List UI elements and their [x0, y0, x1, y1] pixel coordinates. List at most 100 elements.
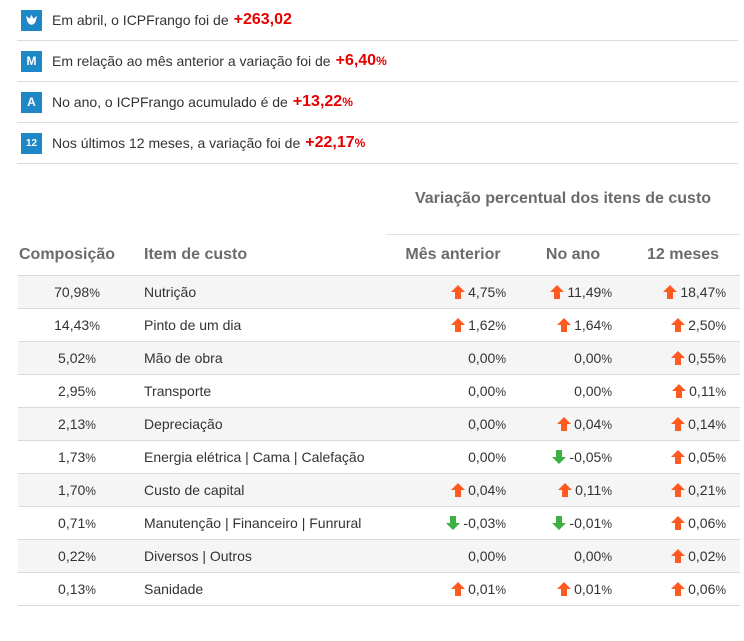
item-cell: Custo de capital — [136, 473, 386, 507]
composition-cell: 0,13% — [18, 572, 136, 606]
variation-cell: 0,02% — [626, 539, 741, 573]
variation-cell: 0,06% — [626, 506, 741, 540]
col-header-no-ano: No ano — [520, 234, 626, 276]
item-cell: Transporte — [136, 374, 386, 408]
cost-table: Variação percentual dos itens de custo C… — [18, 164, 741, 606]
arrow-up-icon — [451, 318, 466, 332]
variation-cell: 1,64% — [520, 308, 626, 342]
item-cell: Mão de obra — [136, 341, 386, 375]
arrow-up-icon — [671, 582, 686, 596]
variation-cell: 0,00% — [520, 341, 626, 375]
variation-cell: 0,00% — [520, 539, 626, 573]
table-row: 1,73% Energia elétrica | Cama | Calefação… — [18, 440, 741, 474]
variation-cell: 1,62% — [386, 308, 520, 342]
arrow-up-icon — [671, 516, 686, 530]
summary-text: Em abril, o ICPFrango foi de — [52, 12, 229, 28]
variation-cell: -0,01% — [520, 506, 626, 540]
col-header-item: Item de custo — [136, 234, 386, 276]
arrow-up-icon — [663, 285, 678, 299]
col-header-composicao: Composição — [18, 234, 136, 276]
variation-cell: 0,21% — [626, 473, 741, 507]
item-cell: Diversos | Outros — [136, 539, 386, 573]
composition-cell: 0,71% — [18, 506, 136, 540]
variation-cell: 0,04% — [386, 473, 520, 507]
arrow-up-icon — [671, 318, 686, 332]
year-a-icon: A — [21, 91, 42, 113]
item-cell: Sanidade — [136, 572, 386, 606]
summary-value: +13,22% — [292, 93, 353, 110]
variation-cell: 0,01% — [520, 572, 626, 606]
arrow-up-icon — [451, 285, 466, 299]
table-row: 14,43% Pinto de um dia 1,62% 1,64% 2,50% — [18, 308, 741, 342]
variation-cell: 0,11% — [626, 374, 741, 408]
summary-text: No ano, o ICPFrango acumulado é de — [52, 94, 288, 110]
arrow-up-icon — [671, 549, 686, 563]
variation-cell: 0,00% — [386, 407, 520, 441]
item-cell: Manutenção | Financeiro | Funrural — [136, 506, 386, 540]
group-header: Variação percentual dos itens de custo — [414, 190, 712, 207]
composition-cell: 5,02% — [18, 341, 136, 375]
table-row: 70,98% Nutrição 4,75% 11,49% 18,47% — [18, 275, 741, 309]
table-row: 0,71% Manutenção | Financeiro | Funrural -… — [18, 506, 741, 540]
variation-cell: -0,03% — [386, 506, 520, 540]
arrow-down-icon — [446, 516, 461, 530]
variation-cell: 0,00% — [386, 440, 520, 474]
table-row: 2,95% Transporte 0,00% 0,00% 0,11% — [18, 374, 741, 408]
variation-cell: 0,00% — [520, 374, 626, 408]
col-header-mes-anterior: Mês anterior — [386, 234, 520, 276]
variation-cell: -0,05% — [520, 440, 626, 474]
arrow-down-icon — [552, 516, 567, 530]
variation-cell: 18,47% — [626, 275, 741, 309]
col-header-12-meses: 12 meses — [626, 234, 741, 276]
arrow-up-icon — [671, 417, 686, 431]
composition-cell: 1,73% — [18, 440, 136, 474]
summary-list: Em abril, o ICPFrango foi de +263,02 M E… — [0, 0, 744, 164]
item-cell: Energia elétrica | Cama | Calefação — [136, 440, 386, 474]
composition-cell: 2,13% — [18, 407, 136, 441]
arrow-up-icon — [557, 582, 572, 596]
composition-cell: 70,98% — [18, 275, 136, 309]
summary-value: +22,17% — [305, 134, 366, 151]
variation-cell: 0,55% — [626, 341, 741, 375]
chicken-icon — [21, 9, 42, 31]
composition-cell: 2,95% — [18, 374, 136, 408]
summary-value: +6,40% — [335, 52, 387, 69]
summary-row-month-index: Em abril, o ICPFrango foi de +263,02 — [17, 0, 738, 41]
composition-cell: 14,43% — [18, 308, 136, 342]
arrow-up-icon — [558, 483, 573, 497]
variation-cell: 0,04% — [520, 407, 626, 441]
variation-cell: 2,50% — [626, 308, 741, 342]
table-row: 1,70% Custo de capital 0,04% 0,11% 0,21% — [18, 473, 741, 507]
arrow-up-icon — [672, 384, 687, 398]
variation-cell: 0,00% — [386, 341, 520, 375]
variation-cell: 11,49% — [520, 275, 626, 309]
summary-row-year-variation: A No ano, o ICPFrango acumulado é de +13… — [17, 82, 738, 123]
arrow-up-icon — [451, 582, 466, 596]
arrow-up-icon — [557, 417, 572, 431]
composition-cell: 1,70% — [18, 473, 136, 507]
month-m-icon: M — [21, 50, 42, 72]
summary-text: Em relação ao mês anterior a variação fo… — [52, 53, 331, 69]
table-row: 0,22% Diversos | Outros 0,00% 0,00% 0,02% — [18, 539, 741, 573]
table-row: 0,13% Sanidade 0,01% 0,01% 0,06% — [18, 572, 741, 606]
arrow-up-icon — [671, 483, 686, 497]
twelve-months-icon: 12 — [21, 132, 42, 154]
summary-text: Nos últimos 12 meses, a variação foi de — [52, 135, 301, 151]
arrow-up-icon — [557, 318, 572, 332]
variation-cell: 0,06% — [626, 572, 741, 606]
item-cell: Pinto de um dia — [136, 308, 386, 342]
variation-cell: 0,05% — [626, 440, 741, 474]
arrow-down-icon — [552, 450, 567, 464]
variation-cell: 0,00% — [386, 539, 520, 573]
variation-cell: 4,75% — [386, 275, 520, 309]
arrow-up-icon — [451, 483, 466, 497]
item-cell: Nutrição — [136, 275, 386, 309]
summary-value: +263,02 — [233, 11, 292, 28]
variation-cell: 0,01% — [386, 572, 520, 606]
table-row: 2,13% Depreciação 0,00% 0,04% 0,14% — [18, 407, 741, 441]
composition-cell: 0,22% — [18, 539, 136, 573]
variation-cell: 0,11% — [520, 473, 626, 507]
arrow-up-icon — [671, 450, 686, 464]
summary-row-monthly-variation: M Em relação ao mês anterior a variação … — [17, 41, 738, 82]
item-cell: Depreciação — [136, 407, 386, 441]
